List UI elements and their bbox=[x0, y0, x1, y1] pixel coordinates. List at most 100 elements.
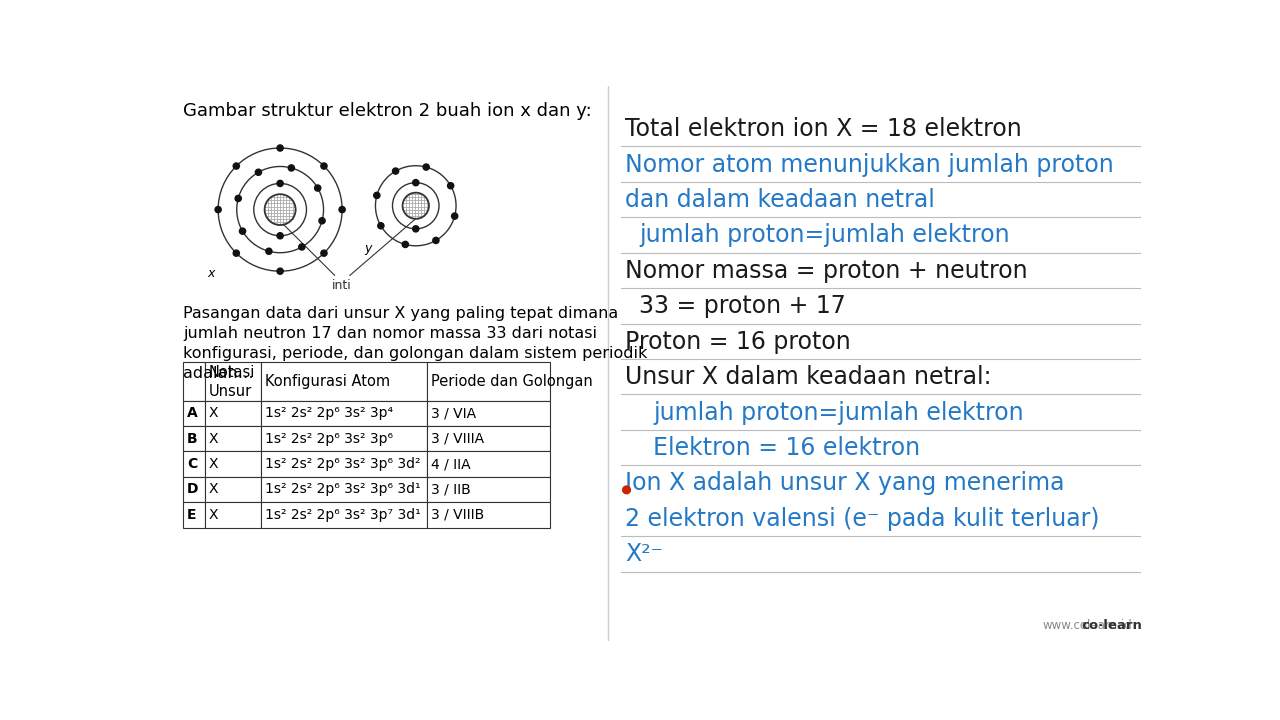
Circle shape bbox=[433, 238, 439, 243]
Text: 3 / VIIIB: 3 / VIIIB bbox=[431, 508, 485, 522]
Text: X: X bbox=[209, 457, 219, 471]
Circle shape bbox=[276, 145, 283, 151]
Circle shape bbox=[412, 179, 419, 186]
Text: C: C bbox=[187, 457, 197, 471]
Circle shape bbox=[255, 169, 261, 176]
Text: A: A bbox=[187, 406, 198, 420]
Text: 1s² 2s² 2p⁶ 3s² 3p⁷ 3d¹: 1s² 2s² 2p⁶ 3s² 3p⁷ 3d¹ bbox=[265, 508, 420, 522]
Circle shape bbox=[239, 228, 246, 234]
Text: dan dalam keadaan netral: dan dalam keadaan netral bbox=[625, 188, 934, 212]
Circle shape bbox=[276, 180, 283, 186]
Text: 3 / VIIIA: 3 / VIIIA bbox=[431, 432, 484, 446]
Circle shape bbox=[215, 207, 221, 212]
Text: 1s² 2s² 2p⁶ 3s² 3p⁶ 3d¹: 1s² 2s² 2p⁶ 3s² 3p⁶ 3d¹ bbox=[265, 482, 420, 497]
Bar bbox=[183, 451, 205, 477]
Bar bbox=[205, 451, 261, 477]
Text: Notasi
Unsur: Notasi Unsur bbox=[209, 365, 255, 399]
Text: Nomor atom menunjukkan jumlah proton: Nomor atom menunjukkan jumlah proton bbox=[625, 153, 1114, 176]
Text: inti: inti bbox=[333, 279, 352, 292]
Bar bbox=[261, 503, 428, 528]
Bar bbox=[428, 503, 550, 528]
Text: 3 / VIA: 3 / VIA bbox=[431, 406, 476, 420]
Bar bbox=[261, 362, 428, 400]
Bar bbox=[261, 477, 428, 503]
Text: X: X bbox=[209, 406, 219, 420]
Text: jumlah proton=jumlah elektron: jumlah proton=jumlah elektron bbox=[639, 223, 1010, 248]
Text: Gambar struktur elektron 2 buah ion x dan y:: Gambar struktur elektron 2 buah ion x da… bbox=[183, 102, 591, 120]
Bar bbox=[205, 477, 261, 503]
Circle shape bbox=[233, 163, 239, 169]
Text: B: B bbox=[187, 432, 197, 446]
Text: konfigurasi, periode, dan golongan dalam sistem periodik: konfigurasi, periode, dan golongan dalam… bbox=[183, 346, 648, 361]
Text: 4 / IIA: 4 / IIA bbox=[431, 457, 471, 471]
Bar bbox=[261, 451, 428, 477]
Bar bbox=[183, 400, 205, 426]
Text: Nomor massa = proton + neutron: Nomor massa = proton + neutron bbox=[625, 259, 1028, 283]
Bar bbox=[205, 426, 261, 451]
Text: X: X bbox=[209, 482, 219, 497]
Text: D: D bbox=[187, 482, 198, 497]
Bar bbox=[183, 503, 205, 528]
Circle shape bbox=[266, 248, 271, 254]
Text: X: X bbox=[209, 508, 219, 522]
Text: 3 / IIB: 3 / IIB bbox=[431, 482, 471, 497]
Text: www.colearn.id: www.colearn.id bbox=[1043, 618, 1133, 631]
Bar bbox=[428, 400, 550, 426]
Bar bbox=[205, 503, 261, 528]
Circle shape bbox=[315, 185, 321, 191]
Text: 1s² 2s² 2p⁶ 3s² 3p⁶ 3d²: 1s² 2s² 2p⁶ 3s² 3p⁶ 3d² bbox=[265, 457, 420, 471]
Circle shape bbox=[452, 213, 458, 219]
Text: adalah…: adalah… bbox=[183, 366, 253, 381]
Circle shape bbox=[265, 194, 296, 225]
Text: jumlah proton=jumlah elektron: jumlah proton=jumlah elektron bbox=[653, 400, 1024, 425]
Circle shape bbox=[622, 486, 631, 494]
Circle shape bbox=[321, 250, 328, 256]
Bar bbox=[183, 362, 205, 400]
Bar bbox=[428, 362, 550, 400]
Text: Periode dan Golongan: Periode dan Golongan bbox=[431, 374, 593, 389]
Bar bbox=[183, 426, 205, 451]
Bar bbox=[261, 400, 428, 426]
Text: X²⁻: X²⁻ bbox=[625, 542, 663, 566]
Bar bbox=[205, 400, 261, 426]
Text: y: y bbox=[365, 242, 371, 255]
Text: x: x bbox=[207, 267, 214, 280]
Circle shape bbox=[321, 163, 328, 169]
Circle shape bbox=[448, 183, 453, 189]
Bar bbox=[183, 477, 205, 503]
Text: Proton = 16 proton: Proton = 16 proton bbox=[625, 330, 851, 354]
Circle shape bbox=[412, 226, 419, 232]
Circle shape bbox=[319, 217, 325, 224]
Circle shape bbox=[298, 244, 305, 250]
Circle shape bbox=[339, 207, 346, 212]
Bar bbox=[261, 426, 428, 451]
Circle shape bbox=[233, 250, 239, 256]
Text: 2 elektron valensi (e⁻ pada kulit terluar): 2 elektron valensi (e⁻ pada kulit terlua… bbox=[625, 507, 1100, 531]
Circle shape bbox=[288, 165, 294, 171]
Circle shape bbox=[276, 233, 283, 239]
Text: 1s² 2s² 2p⁶ 3s² 3p⁴: 1s² 2s² 2p⁶ 3s² 3p⁴ bbox=[265, 406, 393, 420]
Text: jumlah neutron 17 dan nomor massa 33 dari notasi: jumlah neutron 17 dan nomor massa 33 dar… bbox=[183, 326, 598, 341]
Text: X: X bbox=[209, 432, 219, 446]
Text: Total elektron ion X = 18 elektron: Total elektron ion X = 18 elektron bbox=[625, 117, 1021, 141]
Text: Ion X adalah unsur X yang menerima: Ion X adalah unsur X yang menerima bbox=[625, 472, 1065, 495]
Bar bbox=[428, 451, 550, 477]
Text: co·learn: co·learn bbox=[1082, 618, 1143, 631]
Bar bbox=[205, 362, 261, 400]
Text: 1s² 2s² 2p⁶ 3s² 3p⁶: 1s² 2s² 2p⁶ 3s² 3p⁶ bbox=[265, 432, 393, 446]
Text: 33 = proton + 17: 33 = proton + 17 bbox=[639, 294, 846, 318]
Bar bbox=[428, 426, 550, 451]
Circle shape bbox=[276, 268, 283, 274]
Text: Konfigurasi Atom: Konfigurasi Atom bbox=[265, 374, 389, 389]
Circle shape bbox=[374, 192, 380, 199]
Text: Pasangan data dari unsur X yang paling tepat dimana: Pasangan data dari unsur X yang paling t… bbox=[183, 306, 618, 321]
Circle shape bbox=[424, 164, 429, 170]
Text: Elektron = 16 elektron: Elektron = 16 elektron bbox=[653, 436, 920, 460]
Circle shape bbox=[393, 168, 398, 174]
Bar bbox=[428, 477, 550, 503]
Circle shape bbox=[403, 193, 429, 219]
Circle shape bbox=[378, 222, 384, 229]
Text: Unsur X dalam keadaan netral:: Unsur X dalam keadaan netral: bbox=[625, 365, 992, 389]
Circle shape bbox=[236, 195, 242, 202]
Circle shape bbox=[402, 241, 408, 248]
